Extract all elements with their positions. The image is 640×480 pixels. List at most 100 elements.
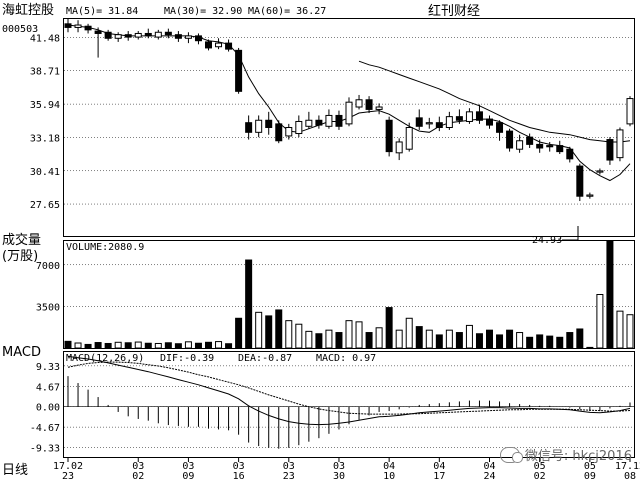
candle-body [154, 31, 162, 38]
volume-bar [64, 340, 72, 349]
candle [616, 127, 624, 162]
x-tick-day: 30 [333, 471, 345, 480]
volume-bar [576, 328, 584, 349]
y-tick-label: 38.71 [30, 67, 60, 78]
macd-histogram [64, 376, 634, 449]
candle [546, 141, 554, 152]
x-tick-day: 02 [132, 471, 144, 480]
candle-body [566, 148, 574, 160]
volume-bar [205, 341, 212, 349]
volume-bar [245, 259, 253, 349]
candle [345, 97, 353, 127]
candle-body [496, 122, 504, 133]
candle [455, 109, 463, 124]
candle-body [556, 145, 564, 153]
volume-bar [94, 342, 102, 349]
candle-body [475, 111, 483, 121]
volume-bar [194, 342, 202, 349]
volume-bar [475, 333, 483, 349]
macd-params: MACD(12,26,9) [66, 353, 144, 364]
candle-body [596, 170, 604, 173]
candle-body [84, 25, 92, 31]
watermark-text: 微信号: hkcj2016 [524, 449, 632, 464]
y-tick-label: 35.94 [30, 100, 60, 111]
volume-bar [235, 317, 243, 349]
candle [295, 115, 303, 138]
volume-bar [345, 320, 353, 349]
volume-bar [566, 332, 574, 349]
candle-body [275, 123, 283, 142]
candle-body [305, 119, 313, 127]
volume-bar [124, 342, 132, 349]
candle-body [205, 41, 212, 49]
volume-bar [556, 336, 564, 349]
x-tick-day: 02 [534, 471, 546, 480]
candle-body [225, 42, 233, 50]
candle-body [375, 106, 383, 110]
y-tick-label: 27.65 [30, 200, 60, 211]
x-tick-year: 04 [383, 461, 395, 472]
volume-bar [335, 332, 343, 349]
x-tick-day: 09 [584, 471, 596, 480]
volume-bar [375, 327, 383, 349]
volume-bar [395, 329, 403, 349]
candle [114, 32, 122, 42]
candle [285, 123, 293, 140]
candle [365, 96, 373, 114]
y-tick-label: 9.33 [36, 362, 60, 373]
candle-body [255, 119, 263, 133]
candle [556, 140, 564, 155]
x-tick-year: 03 [182, 461, 194, 472]
candle [526, 133, 534, 148]
volume-bar [215, 341, 223, 349]
candle-body [395, 141, 403, 154]
candle-body [295, 120, 303, 135]
macd-dea-line [67, 361, 631, 415]
y-tick-label: -4.67 [30, 423, 60, 434]
volume-bar [465, 324, 473, 349]
candle [74, 20, 82, 33]
volume-bar [415, 326, 423, 349]
candle-body [345, 101, 353, 125]
volume-bar [305, 330, 313, 349]
volume-bar [255, 311, 263, 349]
macd-dea: DEA:-0.87 [238, 353, 292, 364]
candle [245, 115, 253, 140]
watermark: 微信号: hkcj2016 [499, 445, 632, 464]
candle-body [455, 116, 463, 121]
y-tick-label: 33.18 [30, 133, 60, 144]
candle-body [184, 35, 192, 39]
candle-body [285, 127, 293, 137]
candle [415, 109, 423, 130]
wechat-icon [499, 446, 523, 463]
candle [536, 139, 544, 153]
volume-bar [174, 343, 182, 349]
candle-body [586, 194, 594, 197]
candle [425, 117, 433, 129]
candle [235, 47, 243, 94]
y-tick-label: 7000 [36, 261, 60, 272]
stock-code: 000503 [2, 24, 38, 35]
volume-bar [275, 309, 283, 349]
low-price-annotation: 24.93 [532, 235, 562, 246]
x-tick-year: 17.02 [53, 461, 83, 472]
candle [335, 110, 343, 130]
candle-body [335, 114, 343, 127]
x-tick-day: 17 [433, 471, 445, 480]
volume-bars [64, 240, 634, 349]
macd-panel [63, 351, 635, 458]
candle [445, 111, 453, 130]
x-tick-year: 03 [233, 461, 245, 472]
volume-bar [455, 332, 463, 349]
candle-body [164, 31, 172, 36]
x-tick-year: 04 [483, 461, 495, 472]
x-tick-year: 05 [534, 461, 546, 472]
macd-dif: DIF:-0.39 [160, 353, 214, 364]
volume-bar [134, 341, 142, 349]
volume-bar [385, 307, 393, 349]
volume-bar [405, 317, 413, 349]
y-tick-label: 41.48 [30, 33, 60, 44]
volume-bar [104, 342, 112, 349]
macd-title: MACD [2, 345, 41, 360]
candle-body [144, 32, 152, 37]
